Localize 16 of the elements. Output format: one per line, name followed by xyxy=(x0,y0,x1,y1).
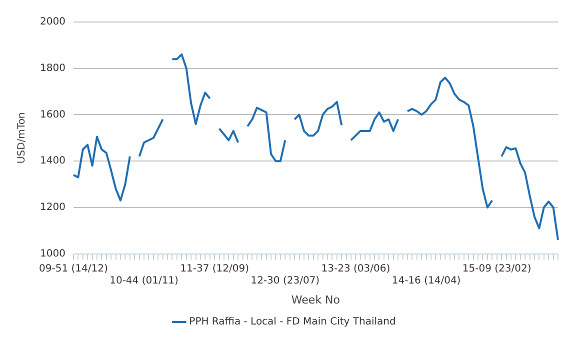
x-tick-label: 14-16 (14/04) xyxy=(392,275,461,286)
y-tick-label: 2000 xyxy=(40,16,66,28)
y-tick-label: 1200 xyxy=(40,202,66,214)
x-axis-title: Week No xyxy=(291,293,340,306)
x-tick-label: 09-51 (14/12) xyxy=(39,263,108,274)
x-tick-label: 15-09 (23/02) xyxy=(462,263,532,274)
y-tick-label: 1000 xyxy=(40,248,66,260)
x-tick-label: 11-37 (12/09) xyxy=(180,263,250,274)
x-tick-label: 13-23 (03/06) xyxy=(321,263,390,274)
y-tick-label: 1800 xyxy=(40,62,66,74)
legend-label: PPH Raffia - Local - FD Main City Thailand xyxy=(189,316,396,328)
y-tick-label: 1400 xyxy=(40,156,66,167)
y-tick-label: 1600 xyxy=(40,109,66,120)
x-tick-label: 10-44 (01/11) xyxy=(110,275,179,286)
x-tick-label: 12-30 (23/07) xyxy=(250,275,320,286)
y-axis-title: USD/mTon xyxy=(16,112,28,164)
